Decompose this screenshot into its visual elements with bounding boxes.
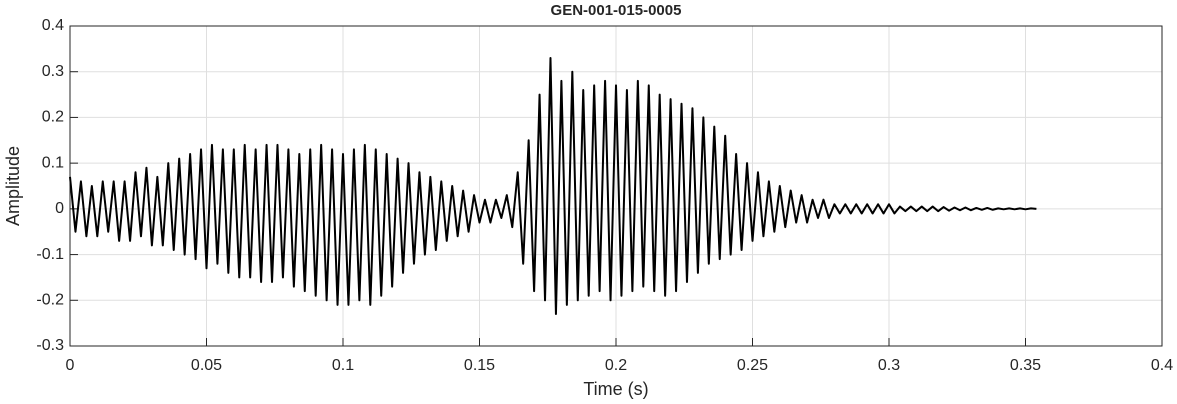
y-tick-label: 0.1 (42, 154, 64, 171)
x-tick-label: 0.1 (332, 357, 354, 374)
y-tick-label: 0.3 (42, 63, 64, 80)
x-tick-label: 0.05 (191, 357, 222, 374)
x-tick-label: 0.3 (878, 357, 900, 374)
y-tick-label: 0.4 (42, 17, 64, 34)
x-tick-label: 0.2 (605, 357, 627, 374)
x-tick-label: 0.15 (464, 357, 495, 374)
y-tick-label: 0.2 (42, 109, 64, 126)
y-tick-label: -0.1 (36, 246, 64, 263)
waveform (69, 57, 1037, 315)
x-tick-label: 0 (66, 357, 75, 374)
y-tick-label: -0.3 (36, 337, 64, 354)
x-tick-label: 0.25 (737, 357, 768, 374)
y-tick-label: -0.2 (36, 292, 64, 309)
x-axis-label: Time (s) (583, 379, 648, 399)
x-tick-label: 0.35 (1010, 357, 1041, 374)
y-axis-label: Amplitude (3, 146, 23, 226)
y-tick-label: 0 (55, 200, 64, 217)
chart-title: GEN-001-015-0005 (551, 2, 682, 19)
x-tick-label: 0.4 (1151, 357, 1173, 374)
